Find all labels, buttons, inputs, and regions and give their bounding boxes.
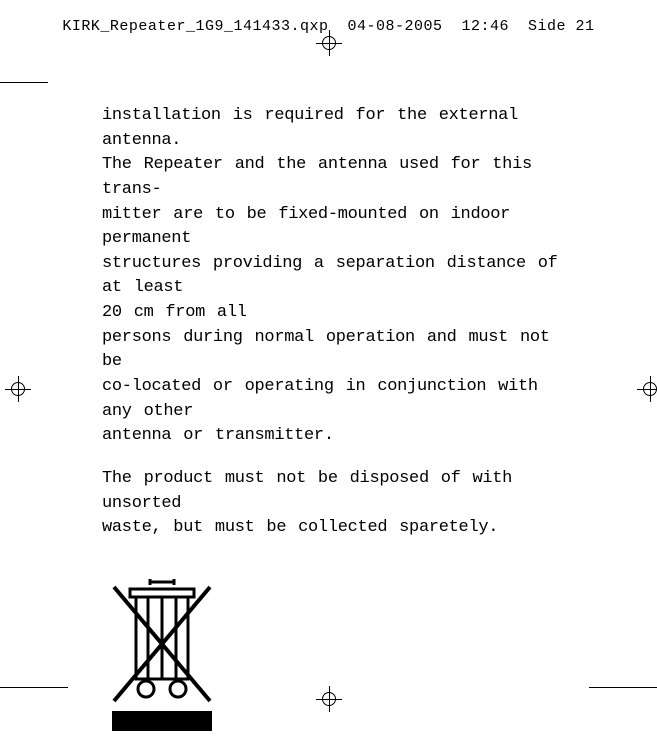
weee-symbol	[102, 579, 570, 744]
paragraph: The product must not be disposed of with…	[102, 467, 570, 541]
crossed-bin-icon	[102, 579, 220, 734]
text-line: The Repeater and the antenna used for th…	[102, 155, 532, 199]
text-line: persons during normal operation and must…	[102, 328, 550, 372]
registration-mark	[316, 30, 342, 56]
crop-mark	[589, 687, 657, 688]
text-line: co-located or operating in conjunction w…	[102, 377, 538, 421]
text-line: 20 cm from all	[102, 303, 247, 322]
header-filename: KIRK_Repeater_1G9_141433.qxp	[62, 18, 328, 35]
text-line: waste, but must be collected sparetely.	[102, 518, 498, 537]
header-page: Side 21	[528, 18, 595, 35]
body-content: installation is required for the externa…	[102, 104, 570, 744]
paragraph: installation is required for the externa…	[102, 104, 570, 449]
header-time: 12:46	[462, 18, 510, 35]
text-line: The product must not be disposed of with…	[102, 469, 512, 513]
registration-mark	[637, 376, 657, 402]
text-line: structures providing a separation distan…	[102, 254, 558, 298]
registration-mark	[5, 376, 31, 402]
crop-mark	[0, 687, 68, 688]
text-line: installation is required for the externa…	[102, 106, 518, 150]
header-date: 04-08-2005	[347, 18, 442, 35]
crop-mark	[0, 82, 48, 83]
text-line: mitter are to be fixed-mounted on indoor…	[102, 205, 510, 249]
text-line: antenna or transmitter.	[102, 426, 334, 445]
